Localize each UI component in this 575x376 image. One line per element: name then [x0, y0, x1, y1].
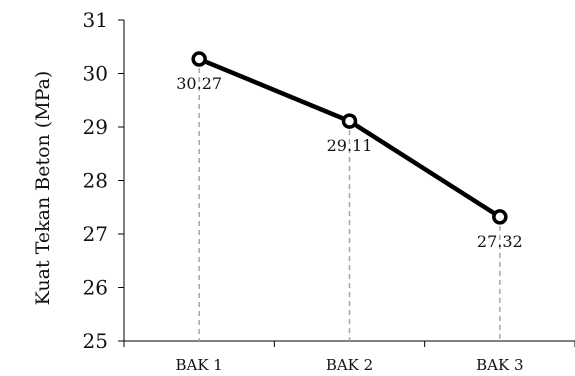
axes: 25 26 27 28 29 30 31 BAK 1 BAK 2 BAK 3 [83, 8, 575, 374]
drop-lines [198, 59, 501, 341]
y-tick-label: 30 [83, 62, 108, 86]
x-tick-label: BAK 2 [326, 356, 373, 374]
y-tick-label: 25 [83, 329, 108, 353]
data-label: 27.32 [477, 232, 523, 251]
data-label: 29.11 [327, 136, 373, 155]
y-axis-title: Kuat Tekan Beton (MPa) [32, 71, 54, 306]
data-label: 30.27 [176, 74, 222, 93]
y-tick-label: 26 [83, 276, 108, 300]
y-tick-label: 27 [83, 222, 108, 246]
y-tick-label: 28 [83, 169, 108, 193]
x-tick-label: BAK 3 [476, 356, 523, 374]
y-tick-label: 29 [83, 115, 108, 139]
data-labels: 30.27 29.11 27.32 [176, 74, 522, 251]
y-tick-label: 31 [83, 8, 108, 32]
data-point-marker [341, 113, 358, 129]
data-point-marker [492, 209, 508, 225]
x-tick-label: BAK 1 [175, 356, 222, 374]
data-point-marker [191, 51, 207, 67]
series [191, 51, 508, 225]
